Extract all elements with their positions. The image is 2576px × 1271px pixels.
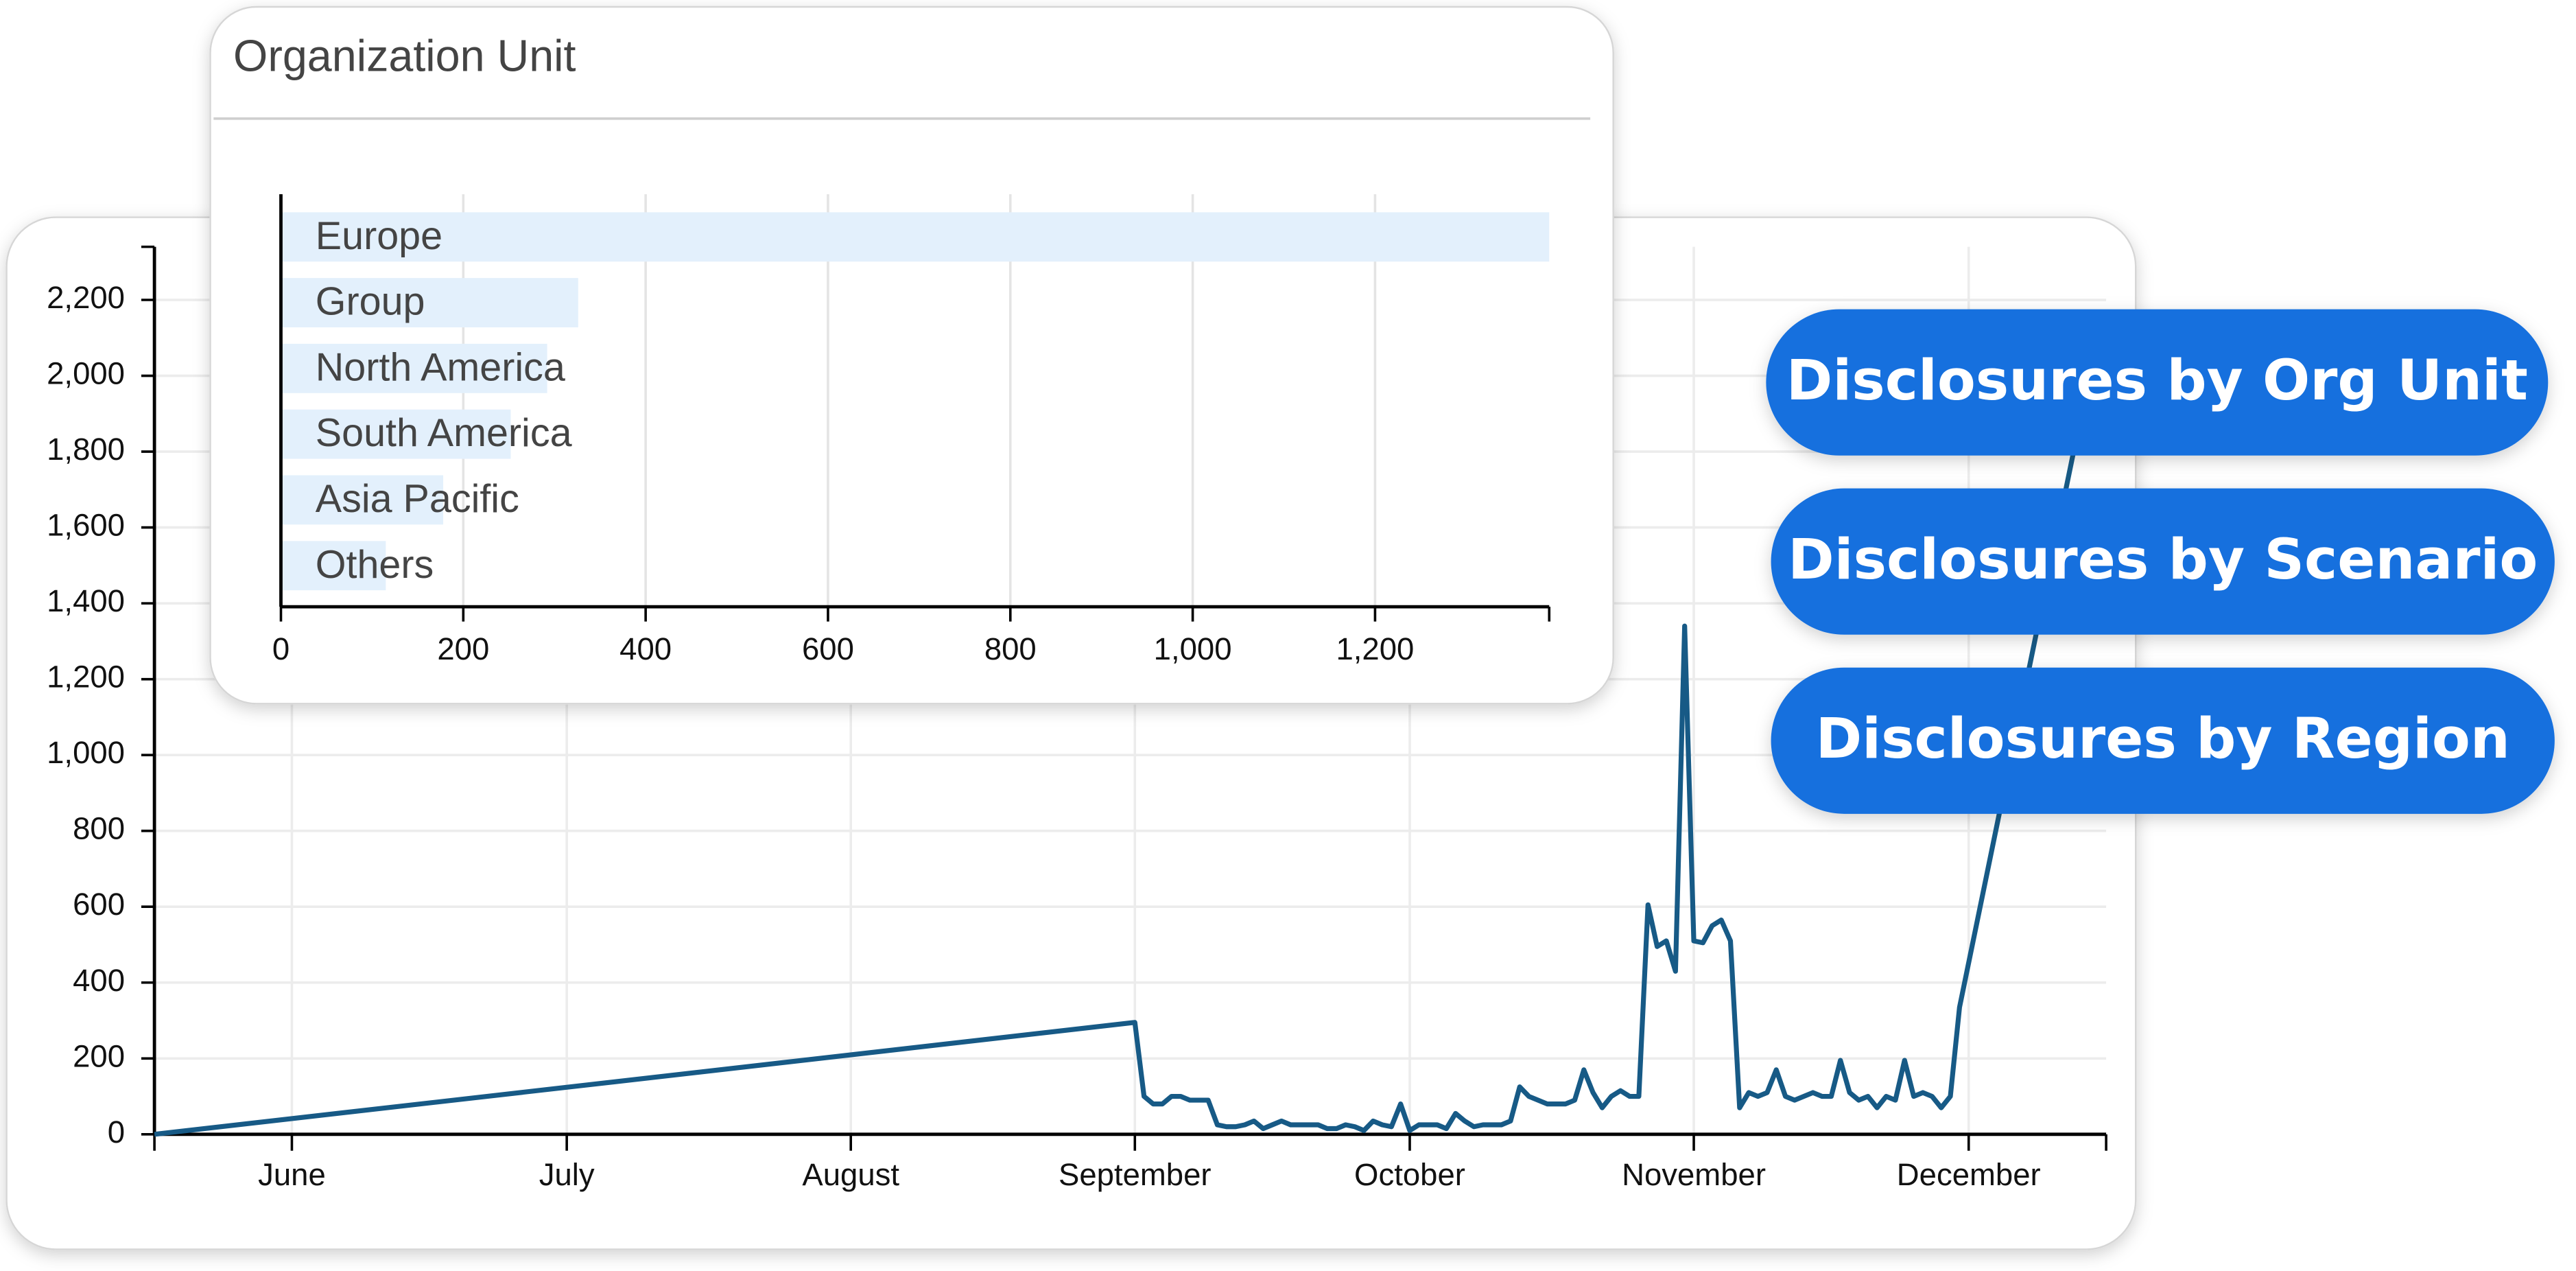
- bar: [281, 475, 444, 525]
- x-tick-label: 800: [984, 631, 1037, 666]
- y-tick-label: 200: [73, 1038, 125, 1073]
- x-tick-label: December: [1897, 1157, 2041, 1192]
- y-tick-label: 0: [108, 1115, 125, 1150]
- x-tick-label: 0: [272, 631, 289, 666]
- y-tick-label: 1,000: [47, 735, 125, 770]
- y-tick-label: 600: [73, 887, 125, 922]
- x-tick-label: 1,200: [1336, 631, 1414, 666]
- bar-label: Group: [316, 280, 425, 324]
- x-tick-label: July: [539, 1157, 595, 1192]
- bar: [281, 212, 1550, 262]
- y-tick-label: 400: [73, 963, 125, 998]
- card-title: Organization Unit: [233, 31, 576, 81]
- bar: [281, 409, 511, 459]
- bar-label: Asia Pacific: [316, 477, 519, 521]
- bar-label: Others: [316, 543, 434, 587]
- x-tick-label: June: [258, 1157, 326, 1192]
- y-tick-label: 2,000: [47, 356, 125, 391]
- button-background: [1771, 488, 2555, 635]
- button-label: Disclosures by Org Unit: [1786, 348, 2528, 413]
- button-label: Disclosures by Scenario: [1788, 527, 2538, 592]
- card: [209, 5, 1614, 705]
- y-tick-label: 2,200: [47, 280, 125, 315]
- x-tick-label: November: [1622, 1157, 1766, 1192]
- button-background: [1766, 309, 2549, 456]
- bar: [281, 343, 547, 393]
- x-tick-label: October: [1354, 1157, 1465, 1192]
- button-background: [1771, 667, 2555, 814]
- y-tick-label: 1,200: [47, 660, 125, 695]
- y-tick-label: 1,400: [47, 583, 125, 618]
- bar: [281, 541, 386, 591]
- nav-button[interactable]: Disclosures by Region: [1771, 667, 2555, 814]
- bar-label: Europe: [316, 214, 442, 258]
- x-tick-label: 600: [802, 631, 854, 666]
- y-tick-label: 1,800: [47, 432, 125, 467]
- bar: [281, 278, 578, 327]
- y-tick-label: 1,600: [47, 508, 125, 543]
- bar-chart-card: Organization Unit 0 200 400 600 800 1,000 1,20…: [209, 5, 1614, 705]
- x-tick-label: 200: [437, 631, 489, 666]
- bar-label: North America: [316, 345, 565, 389]
- y-tick-label: 800: [73, 811, 125, 846]
- button-group: Disclosures by Org Unit Disclosures by Sc…: [1766, 309, 2555, 814]
- x-tick-label: 400: [619, 631, 672, 666]
- data-line: [154, 337, 2100, 1137]
- x-tick-label: September: [1059, 1157, 1212, 1192]
- button-label: Disclosures by Region: [1816, 706, 2510, 771]
- bar-label: South America: [316, 411, 572, 455]
- nav-button[interactable]: Disclosures by Scenario: [1771, 488, 2555, 635]
- x-tick-label: August: [802, 1157, 899, 1192]
- nav-button[interactable]: Disclosures by Org Unit: [1766, 309, 2549, 456]
- x-tick-label: 1,000: [1154, 631, 1232, 666]
